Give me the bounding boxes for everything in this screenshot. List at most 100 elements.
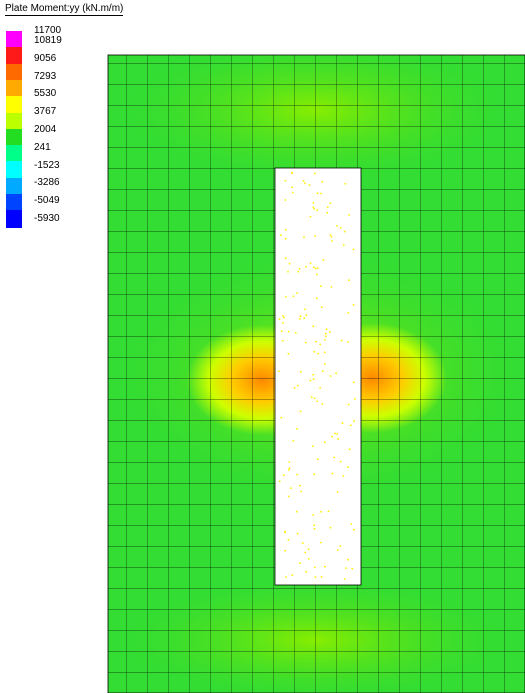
- legend-level-label: 3767: [34, 106, 57, 118]
- node-dot: [302, 179, 305, 182]
- node-dot: [321, 370, 324, 373]
- node-dot: [313, 208, 315, 210]
- node-dot: [290, 487, 292, 489]
- node-dot: [342, 475, 345, 477]
- node-dot: [291, 172, 293, 175]
- node-dot: [304, 341, 307, 344]
- node-dot: [280, 416, 283, 419]
- node-dot: [312, 266, 315, 268]
- node-dot: [299, 370, 302, 373]
- node-dot: [305, 265, 307, 268]
- node-dot: [336, 433, 339, 435]
- node-dot: [347, 312, 350, 314]
- node-dot: [343, 230, 346, 233]
- node-dot: [298, 562, 301, 565]
- plate-opening: [275, 168, 361, 585]
- node-dot: [296, 532, 299, 535]
- node-dot: [323, 441, 326, 444]
- node-dot: [284, 229, 287, 231]
- node-dot: [320, 541, 322, 544]
- node-dot: [305, 314, 308, 317]
- node-dot: [278, 318, 281, 321]
- node-dot: [313, 350, 316, 353]
- node-dot: [309, 262, 312, 265]
- node-dot: [324, 332, 327, 335]
- node-dot: [312, 373, 315, 376]
- legend-level-label: 2004: [34, 124, 57, 135]
- node-dot: [291, 186, 294, 189]
- node-dot: [296, 292, 298, 294]
- node-dot: [291, 191, 294, 194]
- node-dot: [316, 192, 319, 195]
- node-dot: [285, 296, 287, 298]
- node-dot: [347, 341, 349, 343]
- node-dot: [329, 331, 331, 333]
- legend-level-label: -3286: [34, 177, 60, 189]
- node-dot: [342, 244, 345, 246]
- node-dot: [339, 460, 342, 463]
- node-dot: [354, 398, 356, 400]
- node-dot: [330, 235, 333, 238]
- node-dot: [299, 410, 302, 413]
- node-dot: [320, 285, 322, 287]
- legend-level-label: -5049: [34, 195, 60, 207]
- legend-swatch: [6, 79, 22, 98]
- node-dot: [315, 340, 318, 343]
- node-dot: [284, 549, 287, 552]
- legend-swatch: [6, 128, 22, 147]
- node-dot: [316, 209, 319, 212]
- node-dot: [335, 372, 337, 375]
- node-dot: [287, 352, 290, 355]
- node-dot: [292, 295, 295, 298]
- node-dot: [330, 240, 333, 242]
- node-dot: [309, 215, 312, 218]
- legend-level-label: 5530: [34, 88, 57, 100]
- node-dot: [284, 199, 287, 201]
- node-dot: [320, 510, 322, 513]
- plate-field: [108, 55, 525, 693]
- node-dot: [352, 248, 355, 251]
- legend-title: Plate Moment:yy (kN.m/m): [5, 3, 124, 16]
- node-dot: [310, 396, 313, 398]
- node-dot: [309, 379, 312, 382]
- legend-swatch: [6, 210, 22, 229]
- node-dot: [280, 330, 283, 332]
- node-dot: [345, 567, 347, 569]
- node-dot: [337, 438, 340, 440]
- node-dot: [307, 548, 310, 551]
- legend-swatch: [6, 112, 22, 131]
- node-dot: [313, 172, 316, 175]
- node-dot: [334, 432, 336, 435]
- node-dot: [320, 306, 323, 308]
- node-dot: [296, 427, 298, 430]
- node-dot: [314, 235, 316, 237]
- node-dot: [313, 527, 316, 530]
- legend-swatch: [6, 177, 22, 196]
- node-dot: [296, 510, 298, 513]
- plate-opening-border: [274, 167, 362, 586]
- node-dot: [320, 576, 323, 578]
- node-dot: [322, 259, 325, 261]
- node-dot: [311, 445, 314, 448]
- node-dot: [285, 576, 287, 578]
- node-dot: [312, 514, 315, 516]
- node-dot: [282, 474, 285, 477]
- node-dot: [283, 316, 285, 319]
- node-dot: [320, 192, 322, 195]
- legend-level-label: 10819: [34, 35, 62, 46]
- node-dot: [297, 384, 299, 387]
- node-dot: [303, 182, 306, 185]
- legend-level-label: -5930: [34, 213, 60, 224]
- node-dot: [344, 182, 347, 185]
- node-dot: [281, 339, 284, 342]
- node-dot: [299, 484, 301, 487]
- node-dot: [352, 304, 355, 306]
- node-dot: [347, 403, 350, 406]
- node-dot: [341, 422, 344, 425]
- node-dot: [299, 315, 302, 318]
- node-dot: [288, 469, 290, 471]
- node-dot: [304, 551, 307, 554]
- legend-level-label: 241: [34, 141, 51, 153]
- node-dot: [292, 440, 295, 442]
- legend-swatch: [6, 31, 22, 49]
